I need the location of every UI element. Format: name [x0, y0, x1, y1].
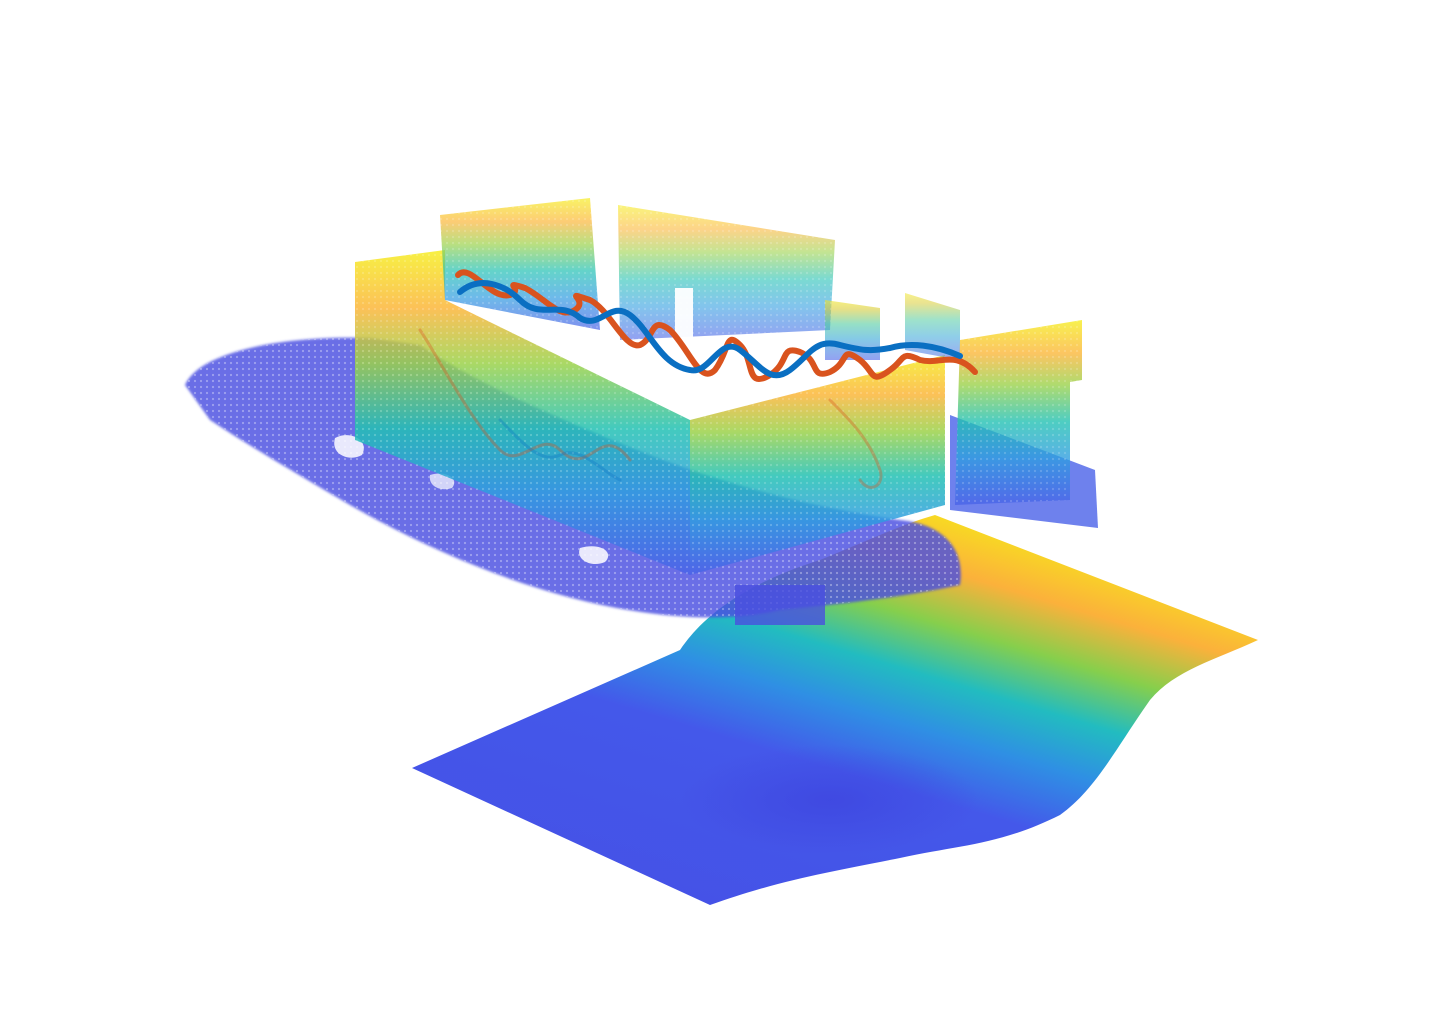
wall-voxel-map: [355, 198, 1082, 575]
trajectories: [418, 269, 978, 489]
trajectory-orange: [455, 269, 978, 383]
trajectory-blue: [457, 280, 963, 379]
height-surface: [412, 515, 1258, 905]
